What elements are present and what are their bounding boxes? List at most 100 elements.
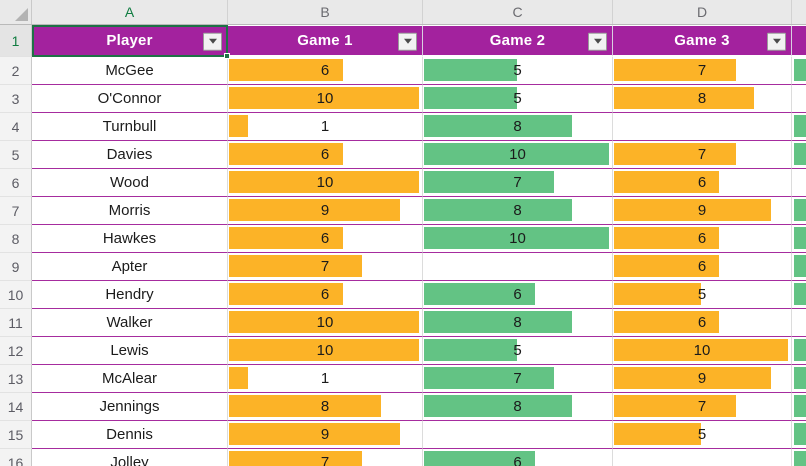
player-cell[interactable]: Wood [32,169,228,197]
player-cell[interactable]: Turnbull [32,113,228,141]
extra-column-cell[interactable] [792,337,806,365]
game1-cell[interactable]: 6 [228,57,423,85]
game3-cell[interactable]: 6 [613,169,792,197]
filter-button-game2[interactable] [588,32,607,51]
player-cell[interactable]: McAlear [32,365,228,393]
game2-cell[interactable]: 7 [423,169,613,197]
extra-column-cell[interactable] [792,85,806,113]
filter-button-game3[interactable] [767,32,786,51]
game1-cell[interactable]: 8 [228,393,423,421]
row-header[interactable]: 12 [0,337,32,365]
player-cell[interactable]: Morris [32,197,228,225]
player-cell[interactable]: Lewis [32,337,228,365]
column-header-d[interactable]: D [613,0,792,24]
player-cell[interactable]: Jolley [32,449,228,466]
game1-cell[interactable]: 7 [228,253,423,281]
extra-column-cell[interactable] [792,281,806,309]
game3-cell[interactable]: 7 [613,393,792,421]
row-header[interactable]: 5 [0,141,32,169]
game3-cell[interactable]: 7 [613,57,792,85]
extra-column-cell[interactable] [792,449,806,466]
row-header[interactable]: 9 [0,253,32,281]
row-header[interactable]: 7 [0,197,32,225]
game3-cell[interactable] [613,449,792,466]
row-header[interactable]: 8 [0,225,32,253]
game3-cell[interactable]: 6 [613,253,792,281]
game1-cell[interactable]: 9 [228,421,423,449]
game3-cell[interactable]: 6 [613,309,792,337]
game3-cell[interactable]: 5 [613,421,792,449]
game2-cell[interactable]: 6 [423,449,613,466]
extra-column-cell[interactable] [792,365,806,393]
row-header[interactable]: 11 [0,309,32,337]
game1-cell[interactable]: 1 [228,365,423,393]
extra-column-cell[interactable] [792,309,806,337]
game1-cell[interactable]: 10 [228,309,423,337]
extra-column-cell[interactable] [792,141,806,169]
game2-cell[interactable]: 7 [423,365,613,393]
game1-cell[interactable]: 1 [228,113,423,141]
extra-column-cell[interactable] [792,421,806,449]
extra-column-cell[interactable] [792,169,806,197]
header-cell-extra-partial[interactable] [792,25,806,57]
game3-cell[interactable]: 8 [613,85,792,113]
player-cell[interactable]: Davies [32,141,228,169]
filter-button-player[interactable] [203,32,222,51]
game3-cell[interactable]: 9 [613,197,792,225]
game2-cell[interactable]: 5 [423,337,613,365]
game1-cell[interactable]: 10 [228,169,423,197]
game3-cell[interactable]: 6 [613,225,792,253]
row-header[interactable]: 3 [0,85,32,113]
row-header[interactable]: 15 [0,421,32,449]
header-cell-game1[interactable]: Game 1 [228,25,423,57]
game1-cell[interactable]: 6 [228,281,423,309]
player-cell[interactable]: Hendry [32,281,228,309]
game1-cell[interactable]: 6 [228,141,423,169]
row-header[interactable]: 6 [0,169,32,197]
extra-column-cell[interactable] [792,113,806,141]
extra-column-cell[interactable] [792,225,806,253]
extra-column-cell[interactable] [792,57,806,85]
row-header[interactable]: 2 [0,57,32,85]
row-header[interactable]: 16 [0,449,32,466]
game2-cell[interactable]: 10 [423,225,613,253]
player-cell[interactable]: Walker [32,309,228,337]
row-header-1[interactable]: 1 [0,25,32,57]
player-cell[interactable]: Apter [32,253,228,281]
game2-cell[interactable]: 8 [423,113,613,141]
filter-button-game1[interactable] [398,32,417,51]
player-cell[interactable]: Hawkes [32,225,228,253]
row-header[interactable]: 14 [0,393,32,421]
column-header-a[interactable]: A [32,0,228,24]
header-cell-player[interactable]: Player [32,25,228,57]
select-all-corner[interactable] [0,0,32,24]
game3-cell[interactable]: 5 [613,281,792,309]
game3-cell[interactable] [613,113,792,141]
column-header-c[interactable]: C [423,0,613,24]
row-header[interactable]: 13 [0,365,32,393]
game2-cell[interactable]: 5 [423,85,613,113]
game1-cell[interactable]: 10 [228,337,423,365]
player-cell[interactable]: Jennings [32,393,228,421]
header-cell-game2[interactable]: Game 2 [423,25,613,57]
game2-cell[interactable]: 8 [423,393,613,421]
game1-cell[interactable]: 9 [228,197,423,225]
game1-cell[interactable]: 7 [228,449,423,466]
game3-cell[interactable]: 9 [613,365,792,393]
game2-cell[interactable]: 10 [423,141,613,169]
player-cell[interactable]: McGee [32,57,228,85]
game2-cell[interactable]: 5 [423,57,613,85]
game1-cell[interactable]: 6 [228,225,423,253]
column-header-b[interactable]: B [228,0,423,24]
game1-cell[interactable]: 10 [228,85,423,113]
extra-column-cell[interactable] [792,197,806,225]
row-header[interactable]: 10 [0,281,32,309]
game3-cell[interactable]: 7 [613,141,792,169]
game2-cell[interactable]: 6 [423,281,613,309]
column-header-e-partial[interactable] [792,0,806,24]
game3-cell[interactable]: 10 [613,337,792,365]
player-cell[interactable]: O'Connor [32,85,228,113]
header-cell-game3[interactable]: Game 3 [613,25,792,57]
game2-cell[interactable]: 8 [423,197,613,225]
game2-cell[interactable]: 8 [423,309,613,337]
